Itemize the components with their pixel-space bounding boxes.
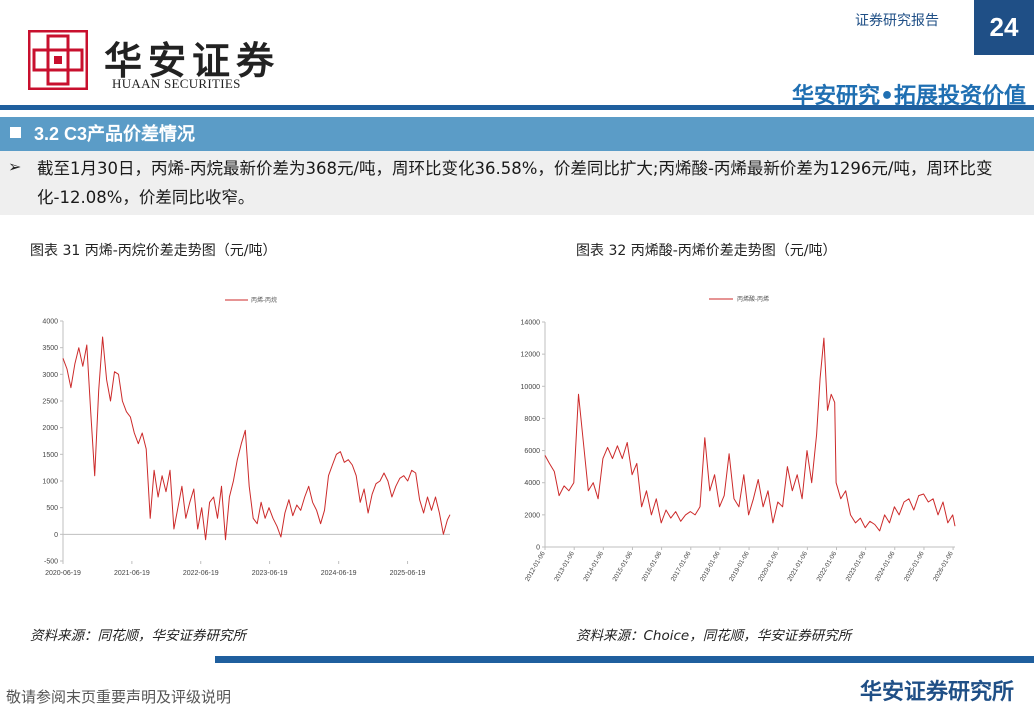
section-title: 3.2 C3产品价差情况 bbox=[34, 124, 196, 144]
summary-text: 截至1月30日，丙烯-丙烷最新价差为368元/吨，周环比变化36.58%，价差同… bbox=[37, 159, 993, 207]
x-tick-label: 2022-06-19 bbox=[183, 570, 219, 577]
y-tick-label: 0 bbox=[536, 545, 540, 552]
legend-label-acrylic-acid-propylene: 丙烯酸-丙烯 bbox=[737, 295, 769, 303]
header-slogan: 华安研究•拓展投资价值 bbox=[791, 84, 1026, 109]
x-tick-label: 2012-01-06 bbox=[524, 550, 547, 583]
legend-label-propylene-propane: 丙烯-丙烷 bbox=[251, 296, 277, 304]
header-divider bbox=[0, 105, 1034, 110]
x-tick-label: 2026-01-06 bbox=[932, 550, 955, 583]
y-tick-label: 10000 bbox=[521, 384, 541, 391]
logo-english-name: HUAAN SECURITIES bbox=[112, 76, 241, 91]
x-tick-label: 2020-01-06 bbox=[757, 550, 780, 583]
x-tick-label: 2014-01-06 bbox=[582, 550, 605, 583]
figure-31-source: 资料来源：同花顺，华安证券研究所 bbox=[30, 628, 246, 644]
y-tick-label: 2000 bbox=[42, 425, 58, 432]
summary-box bbox=[0, 151, 1034, 215]
y-tick-label: 0 bbox=[54, 532, 58, 539]
y-tick-label: 6000 bbox=[524, 448, 540, 455]
x-tick-label: 2019-01-06 bbox=[728, 550, 751, 583]
x-tick-label: 2016-01-06 bbox=[641, 550, 664, 583]
logo-chinese-name: 华安证券 bbox=[104, 38, 281, 83]
page-number-badge: 24 bbox=[974, 0, 1034, 55]
footer-divider bbox=[215, 656, 1034, 663]
x-tick-label: 2021-01-06 bbox=[786, 550, 809, 583]
x-tick-label: 2018-01-06 bbox=[699, 550, 722, 583]
series-line bbox=[62, 336, 451, 541]
arrow-bullet-icon: ➢ bbox=[8, 157, 22, 176]
x-tick-label: 2020-06-19 bbox=[45, 570, 81, 577]
x-tick-label: 2013-01-06 bbox=[553, 550, 576, 583]
report-type-label: 证券研究报告 bbox=[855, 13, 939, 29]
x-tick-label: 2017-01-06 bbox=[670, 550, 693, 583]
y-tick-label: 4000 bbox=[42, 319, 58, 326]
figure-32-title: 图表 32 丙烯酸-丙烯价差走势图（元/吨） bbox=[576, 243, 837, 259]
series-line bbox=[544, 337, 956, 532]
x-tick-label: 2024-01-06 bbox=[874, 550, 897, 583]
y-tick-label: 14000 bbox=[521, 320, 541, 327]
y-tick-label: 2000 bbox=[524, 512, 540, 519]
section-square-bullet-icon bbox=[10, 127, 21, 138]
y-tick-label: 12000 bbox=[521, 352, 541, 359]
x-tick-label: 2021-06-19 bbox=[114, 570, 150, 577]
y-tick-label: 1000 bbox=[42, 479, 58, 486]
x-tick-label: 2025-06-19 bbox=[390, 570, 426, 577]
huaan-logo-icon bbox=[27, 29, 89, 91]
x-tick-label: 2023-01-06 bbox=[845, 550, 868, 583]
footer-disclaimer: 敬请参阅末页重要声明及评级说明 bbox=[6, 688, 232, 706]
x-tick-label: 2023-06-19 bbox=[252, 570, 288, 577]
y-tick-label: 8000 bbox=[524, 416, 540, 423]
x-tick-label: 2015-01-06 bbox=[612, 550, 635, 583]
y-tick-label: 3500 bbox=[42, 345, 58, 352]
x-tick-label: 2025-01-06 bbox=[903, 550, 926, 583]
y-tick-label: 2500 bbox=[42, 399, 58, 406]
chart-acrylic-acid-propylene-spread: 丙烯酸-丙烯 0 2000 4000 6000 8000 10000 12000 14000 2… bbox=[521, 295, 956, 583]
y-tick-label: -500 bbox=[44, 559, 58, 566]
section-header-bar bbox=[0, 117, 1034, 151]
y-tick-label: 4000 bbox=[524, 480, 540, 487]
y-tick-label: 3000 bbox=[42, 372, 58, 379]
x-tick-label: 2024-06-19 bbox=[321, 570, 357, 577]
chart-propylene-propane-spread: 丙烯-丙烷 -500 0 500 1000 1500 2000 2500 3000 3500 40… bbox=[42, 296, 451, 577]
footer-brand: 华安证券研究所 bbox=[859, 680, 1014, 705]
y-tick-label: 1500 bbox=[42, 452, 58, 459]
y-tick-label: 500 bbox=[46, 505, 58, 512]
figure-31-title: 图表 31 丙烯-丙烷价差走势图（元/吨） bbox=[30, 243, 277, 259]
figure-32-source: 资料来源：Choice，同花顺，华安证券研究所 bbox=[576, 628, 852, 644]
x-tick-label: 2022-01-06 bbox=[816, 550, 839, 583]
